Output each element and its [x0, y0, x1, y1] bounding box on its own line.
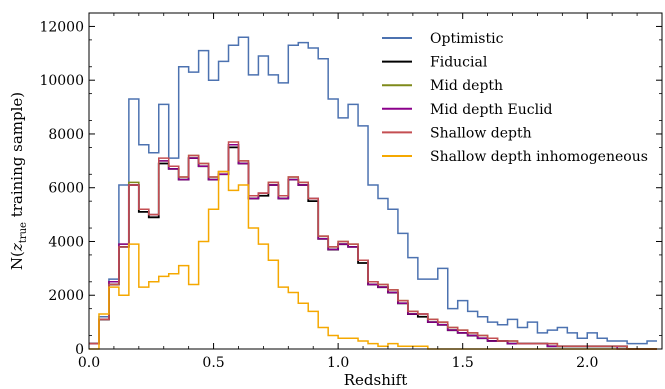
- y-tick-label-5: 10000: [39, 73, 84, 89]
- x-tick-label-1: 0.5: [202, 355, 224, 371]
- y-label-subscript: true: [18, 222, 29, 243]
- y-tick-label-6: 12000: [39, 19, 84, 35]
- y-axis-label: N(ztrue training sample): [8, 92, 29, 270]
- legend-label-4: Shallow depth: [430, 125, 532, 141]
- y-tick-label-4: 8000: [48, 127, 84, 143]
- series-line-0: [89, 36, 658, 345]
- y-label-prefix: N(: [8, 251, 26, 270]
- x-tick-label-0: 0.0: [78, 355, 100, 371]
- legend-label-0: Optimistic: [430, 31, 504, 47]
- y-label-variable: z: [8, 243, 26, 252]
- x-tick-label-4: 2.0: [576, 355, 598, 371]
- legend-label-1: Fiducial: [430, 55, 488, 71]
- series-line-2: [89, 143, 658, 350]
- series-line-4: [89, 141, 658, 350]
- y-tick-label-3: 6000: [48, 181, 84, 197]
- y-tick-label-2: 4000: [48, 234, 84, 250]
- y-label-suffix: training sample): [8, 92, 26, 222]
- y-tick-label-1: 2000: [48, 288, 84, 304]
- legend-label-2: Mid depth: [430, 78, 503, 94]
- series-line-5: [89, 170, 658, 350]
- y-tick-label-0: 0: [75, 342, 84, 358]
- x-tick-label-3: 1.5: [452, 355, 474, 371]
- series-line-1: [89, 146, 658, 350]
- legend-label-5: Shallow depth inhomogeneous: [430, 149, 648, 165]
- legend: Optimistic Fiducial Mid depth Mid depth Euc…: [382, 31, 648, 165]
- x-axis-label: Redshift: [344, 371, 408, 389]
- legend-label-3: Mid depth Euclid: [430, 102, 553, 118]
- plot-frame: [88, 12, 663, 350]
- ticks-layer: 0.0 0.5 1.0 1.5 2.0 0 2000 4000 6000 8000 10000 120…: [39, 13, 663, 371]
- series-layer: [89, 36, 658, 350]
- x-tick-label-2: 1.0: [327, 355, 349, 371]
- series-line-3: [89, 143, 658, 350]
